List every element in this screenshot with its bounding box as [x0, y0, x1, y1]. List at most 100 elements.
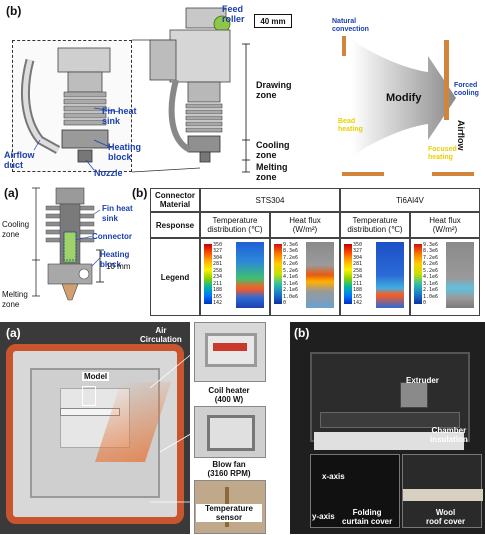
legend-tick: 350 [353, 242, 367, 248]
legend-tick: 281 [353, 261, 367, 267]
label-modify: Modify [386, 92, 421, 104]
legend-tick: 234 [213, 274, 227, 280]
legend-tick: 8.3e6 [283, 248, 301, 254]
legend-tick: 2.1e6 [423, 287, 441, 293]
legend-tick: 304 [353, 255, 367, 261]
cell-temp-ti-text: Temperature distribution (℃) [347, 216, 402, 234]
tick-col-flux-sts: 9.3e6 8.3e6 7.2e6 6.2e6 5.2e6 4.1e6 3.1e6 2.1e6… [283, 242, 301, 306]
printer-extruder [400, 382, 428, 408]
label-drawing-zone: Drawing zone [256, 80, 292, 100]
legend-tick: 5.2e6 [423, 268, 441, 274]
legend-tick: 165 [213, 294, 227, 300]
legend-tick: 7.2e6 [423, 255, 441, 261]
legend-tick: 5.2e6 [283, 268, 301, 274]
label-feed-roller: Feed roller [222, 4, 245, 24]
panel-c: Natural convection Forced cooling Modify… [332, 0, 485, 182]
legend-tick: 1.0e6 [423, 294, 441, 300]
cell-ti6al4v-text: Ti6Al4V [396, 196, 424, 205]
legend-tick: 4.1e6 [283, 274, 301, 280]
label-nozzle: Nozzle [94, 168, 123, 178]
colorbar-flux-ti [414, 244, 422, 304]
label-bead-heating: Bead heating [338, 118, 363, 134]
legend-tick: 327 [213, 248, 227, 254]
label-scale-mid: 10 mm [106, 262, 130, 272]
panel-label-table: (b) [132, 186, 147, 200]
legend-tick: 188 [213, 287, 227, 293]
legend-tick: 9.3e6 [283, 242, 301, 248]
label-melting-zone-mid: Melting zone [2, 290, 28, 310]
legend-tick: 7.2e6 [283, 255, 301, 261]
label-cooling-zone-mid: Cooling zone [2, 220, 29, 240]
panel-a-mid: (a) Cooling zone Melting zone Fin heat [0, 184, 140, 320]
legend-tick: 258 [213, 268, 227, 274]
cell-temp-sts: Temperature distribution (℃) [200, 212, 270, 238]
sim-temp-ti [376, 242, 404, 308]
comparison-table: (b) Connector Material STS304 Ti6Al4V Re… [140, 186, 485, 320]
legend-tick: 165 [353, 294, 367, 300]
cell-flux-sts: Heat flux (W/m²) [270, 212, 340, 238]
label-chamber-insulation: Chamber insulation [430, 426, 468, 444]
label-connector-mid: Connector [92, 232, 132, 242]
label-fin-heat-sink: Fin heat sink [102, 106, 137, 126]
label-heating-block: Heating block [108, 142, 141, 162]
cell-connector-material: Connector Material [150, 188, 200, 212]
colorbar-temp-sts [204, 244, 212, 304]
legend-tick: 8.3e6 [423, 248, 441, 254]
legend-tick: 258 [353, 268, 367, 274]
label-cooling-zone: Cooling zone [256, 140, 290, 160]
cell-legend: Legend [150, 238, 200, 316]
legend-tick: 1.0e6 [283, 294, 301, 300]
label-y-axis: y-axis [312, 512, 335, 521]
colorbar-temp-ti [344, 244, 352, 304]
wool-cover-strip [403, 489, 483, 501]
cell-sts304: STS304 [200, 188, 340, 212]
tick-col-temp-ti: 350 327 304 281 258 234 211 188 165 142 [353, 242, 367, 306]
legend-tick: 6.2e6 [283, 261, 301, 267]
legend-tick: 3.1e6 [283, 281, 301, 287]
label-focused-heating: Focused heating [428, 146, 457, 162]
cell-ti6al4v: Ti6Al4V [340, 188, 480, 212]
colorbar-flux-sts [274, 244, 282, 304]
cell-flux-sts-text: Heat flux (W/m²) [289, 216, 321, 234]
cell-temp-sts-text: Temperature distribution (℃) [207, 216, 262, 234]
sim-flux-ti [446, 242, 474, 308]
label-folding-curtain: Folding curtain cover [342, 508, 392, 526]
legend-tick: 6.2e6 [423, 261, 441, 267]
legend-tick: 188 [353, 287, 367, 293]
legend-tick: 211 [213, 281, 227, 287]
tick-col-temp-sts: 350 327 304 281 258 234 211 188 165 142 [213, 242, 227, 306]
label-forced-cooling: Forced cooling [454, 82, 479, 98]
cell-response-text: Response [156, 221, 194, 230]
legend-tick: 304 [213, 255, 227, 261]
cell-connector-material-text: Connector Material [155, 191, 195, 209]
label-extruder: Extruder [406, 376, 439, 385]
cell-sts304-text: STS304 [256, 196, 285, 205]
legend-tick: 211 [353, 281, 367, 287]
cell-flux-ti-text: Heat flux (W/m²) [429, 216, 461, 234]
legend-tick: 350 [213, 242, 227, 248]
label-wool-roof: Wool roof cover [426, 508, 465, 526]
legend-tick: 9.3e6 [423, 242, 441, 248]
legend-tick: 142 [353, 300, 367, 306]
label-x-axis: x-axis [322, 472, 345, 481]
legend-tick: 142 [213, 300, 227, 306]
legend-tick: 2.1e6 [283, 287, 301, 293]
inset-connector-lines [0, 322, 270, 534]
label-airflow-duct: Airflow duct [4, 150, 35, 170]
label-airflow: Airflow [456, 120, 466, 151]
cell-flux-ti: Heat flux (W/m²) [410, 212, 480, 238]
legend-tick: 0 [423, 300, 441, 306]
panel-label-bottom-b: (b) [294, 326, 309, 340]
legend-tick: 4.1e6 [423, 274, 441, 280]
cell-temp-ti: Temperature distribution (℃) [340, 212, 410, 238]
tick-col-flux-ti: 9.3e6 8.3e6 7.2e6 6.2e6 5.2e6 4.1e6 3.1e6 2.1e6… [423, 242, 441, 306]
label-fin-heat-sink-mid: Fin heat sink [102, 204, 133, 224]
sim-temp-sts [236, 242, 264, 308]
cell-response: Response [150, 212, 200, 238]
cell-legend-text: Legend [161, 273, 189, 282]
legend-tick: 3.1e6 [423, 281, 441, 287]
legend-tick: 234 [353, 274, 367, 280]
legend-tick: 0 [283, 300, 301, 306]
legend-tick: 327 [353, 248, 367, 254]
label-melting-zone: Melting zone [256, 162, 288, 182]
